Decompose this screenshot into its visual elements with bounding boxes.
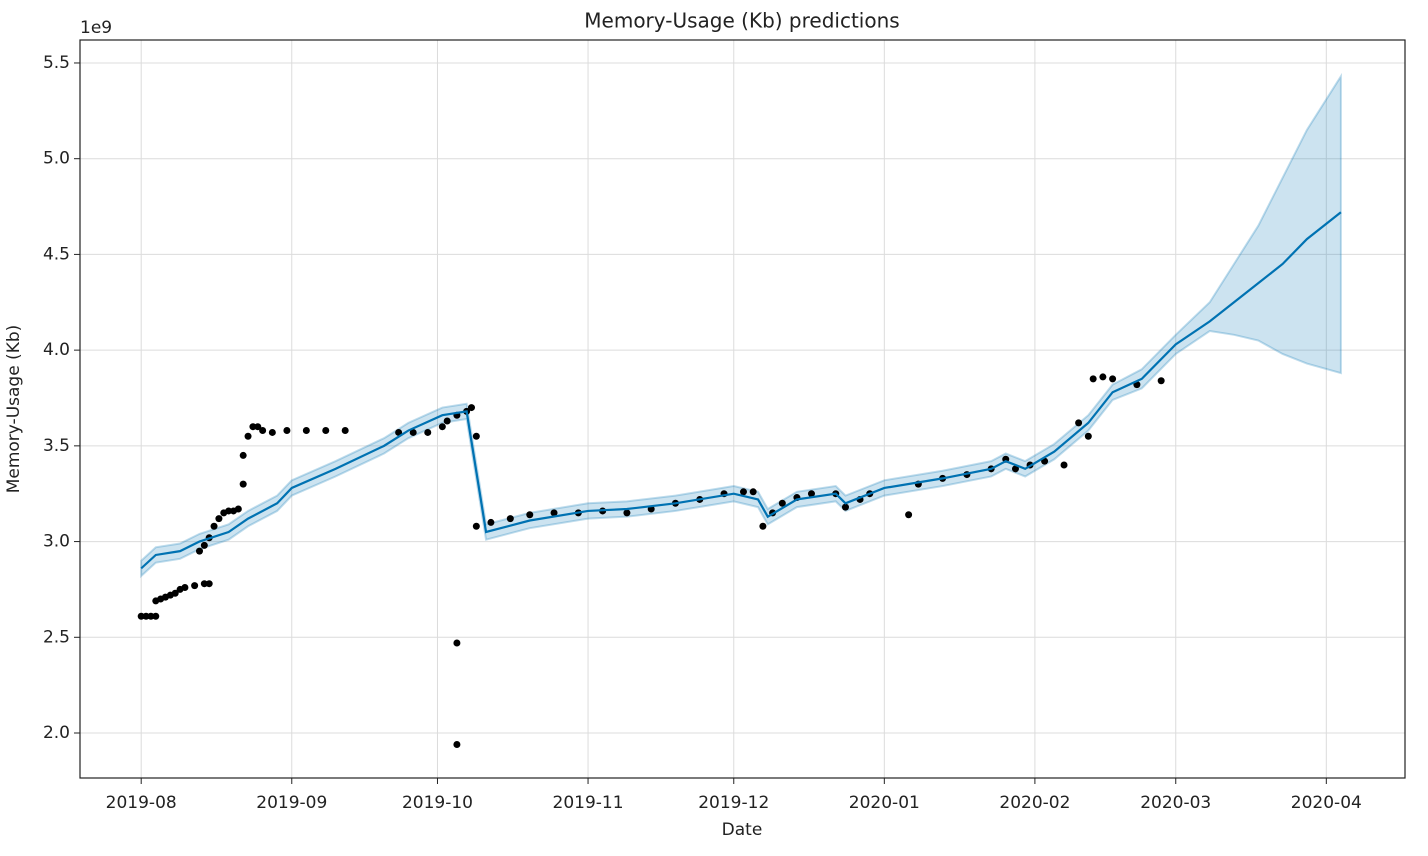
observed-point <box>254 423 262 431</box>
observed-point <box>453 639 461 647</box>
observed-point <box>1060 461 1068 469</box>
observed-point <box>268 428 276 436</box>
observed-point <box>147 612 155 620</box>
observed-point <box>841 503 849 511</box>
x-tick-label: 2020-02 <box>999 793 1070 813</box>
observed-point <box>1099 373 1107 381</box>
uncertainty-band <box>140 72 1342 579</box>
x-tick-label: 2019-08 <box>106 793 177 813</box>
observed-point <box>1011 465 1019 473</box>
y-tick-label: 2.5 <box>43 627 70 647</box>
y-tick-label: 4.5 <box>43 244 70 264</box>
observed-point <box>443 417 451 425</box>
observed-point <box>506 515 514 523</box>
x-tick-label: 2019-11 <box>553 793 624 813</box>
observed-point <box>759 522 767 530</box>
observed-point <box>1157 377 1165 385</box>
observed-point <box>152 612 160 620</box>
observed-point <box>487 518 495 526</box>
observed-point <box>341 427 349 435</box>
chart-title: Memory-Usage (Kb) predictions <box>584 9 899 33</box>
observed-point <box>191 582 199 590</box>
observed-point <box>623 509 631 517</box>
observed-point <box>302 427 310 435</box>
observed-point <box>1089 375 1097 383</box>
y-tick-label: 2.0 <box>43 723 70 743</box>
observed-point <box>142 612 150 620</box>
y-tick-label: 5.5 <box>43 53 70 73</box>
observed-point <box>234 505 242 513</box>
observed-point <box>472 432 480 440</box>
observed-point <box>749 488 757 496</box>
observed-point <box>322 427 330 435</box>
observed-point <box>195 547 203 555</box>
forecast-line <box>140 211 1342 570</box>
observed-point <box>210 522 218 530</box>
observed-point <box>472 522 480 530</box>
observed-point <box>467 404 475 412</box>
y-tick-label: 5.0 <box>43 149 70 169</box>
observed-point <box>1109 375 1117 383</box>
observed-point <box>249 423 257 431</box>
y-offset-label: 1e9 <box>80 18 112 38</box>
plot-frame <box>79 39 1406 779</box>
x-axis-label: Date <box>722 820 763 840</box>
observed-point <box>905 511 913 519</box>
observed-point <box>200 580 208 588</box>
observed-point <box>526 511 534 519</box>
observed-point <box>205 580 213 588</box>
y-axis-label: Memory-Usage (Kb) <box>4 325 24 494</box>
observed-point <box>1084 432 1092 440</box>
observed-point <box>259 427 267 435</box>
observed-point <box>778 499 786 507</box>
observed-point <box>200 541 208 549</box>
y-tick-label: 3.5 <box>43 436 70 456</box>
x-tick-label: 2020-03 <box>1140 793 1211 813</box>
observed-point <box>171 589 179 597</box>
x-tick-label: 2019-09 <box>256 793 327 813</box>
observed-point <box>239 451 247 459</box>
x-tick-label: 2019-12 <box>698 793 769 813</box>
y-tick-label: 3.0 <box>43 532 70 552</box>
observed-point <box>181 584 189 592</box>
observed-point <box>283 427 291 435</box>
observed-point <box>550 509 558 517</box>
observed-point <box>239 480 247 488</box>
x-tick-label: 2020-01 <box>849 793 920 813</box>
y-tick-label: 4.0 <box>43 340 70 360</box>
observed-point <box>244 432 252 440</box>
x-tick-label: 2019-10 <box>402 793 473 813</box>
observed-point <box>1075 419 1083 427</box>
observed-point <box>225 507 233 515</box>
observed-point <box>807 490 815 498</box>
observed-point <box>137 612 145 620</box>
observed-point <box>438 423 446 431</box>
observed-point <box>424 428 432 436</box>
observed-point <box>409 428 417 436</box>
observed-point <box>395 428 403 436</box>
observed-point <box>453 740 461 748</box>
x-tick-label: 2020-04 <box>1291 793 1362 813</box>
observed-point <box>215 515 223 523</box>
observed-point <box>739 488 747 496</box>
